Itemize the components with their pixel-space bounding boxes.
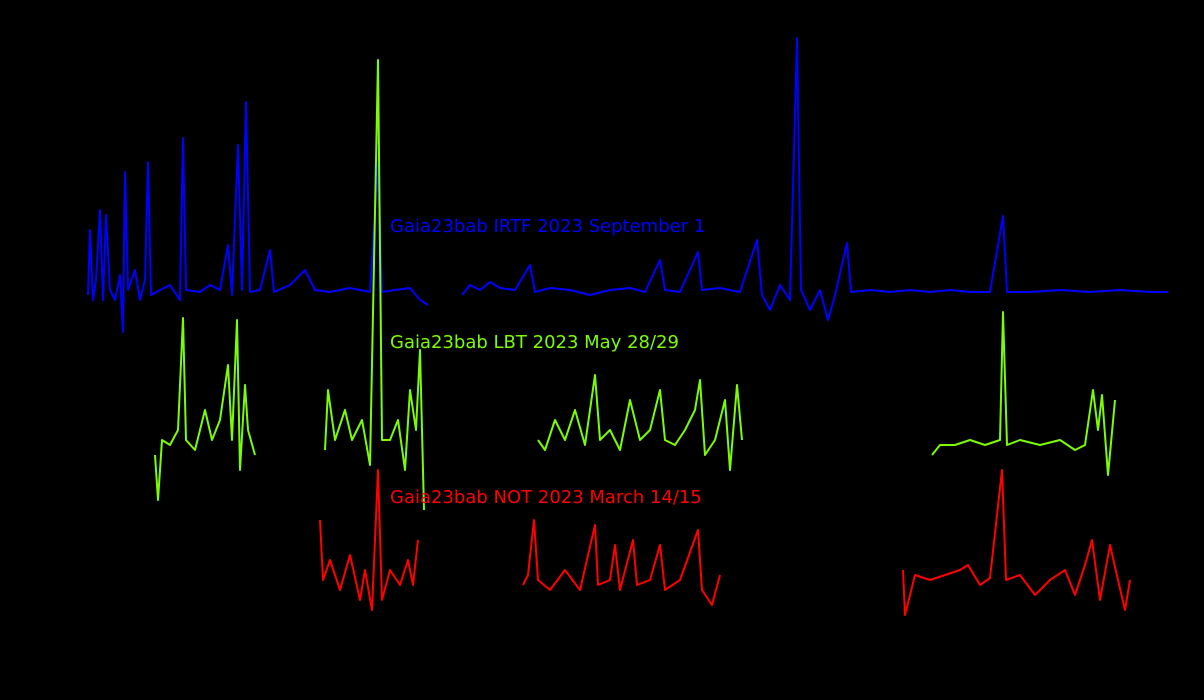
spectrum-line: [87, 37, 1168, 333]
spectrum-line: [319, 469, 1131, 616]
series-label: Gaia23bab LBT 2023 May 28/29: [390, 332, 679, 353]
spectrum-line: [154, 59, 1116, 511]
series-label: Gaia23bab IRTF 2023 September 1: [390, 216, 705, 237]
series-label: Gaia23bab NOT 2023 March 14/15: [390, 487, 702, 508]
